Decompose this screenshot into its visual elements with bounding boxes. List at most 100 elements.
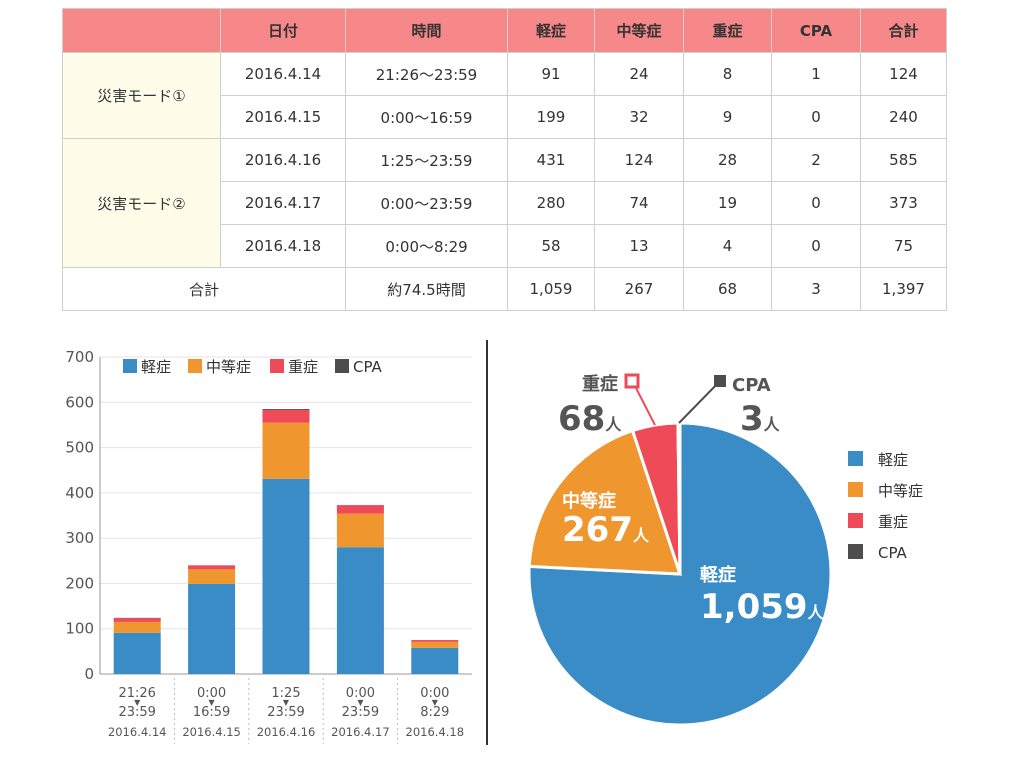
date-cell: 2016.4.18 [220, 224, 346, 268]
time-cell: 1:25〜23:59 [345, 138, 508, 182]
x-label-end: 16:59 [193, 705, 230, 720]
total-time-cell: 約74.5時間 [345, 267, 508, 311]
slice-value-label: 68人 [558, 399, 622, 439]
y-tick-label: 400 [65, 484, 94, 502]
arrow-down-icon: ▼ [283, 698, 290, 707]
mode-cell: 災害モード① [62, 52, 221, 139]
y-tick-label: 200 [65, 574, 94, 592]
date-cell: 2016.4.14 [220, 52, 346, 96]
x-label-date: 2016.4.14 [108, 725, 167, 739]
total-moderate-cell: 267 [594, 267, 684, 311]
mild-cell: 91 [507, 52, 595, 96]
x-label-date: 2016.4.18 [406, 725, 465, 739]
y-tick-label: 100 [65, 620, 94, 638]
bar-segment [411, 640, 459, 642]
moderate-cell: 13 [594, 224, 684, 268]
total-label-cell: 合計 [62, 267, 346, 311]
mild-cell: 431 [507, 138, 595, 182]
x-label-start: 0:00 [420, 686, 449, 701]
slice-value-label: 3人 [740, 399, 781, 439]
total-row: 合計 約74.5時間 1,059 267 68 3 1,397 [62, 267, 947, 311]
chart-divider [486, 340, 488, 745]
table-row: 災害モード② 2016.4.16 1:25〜23:59 431 124 28 2… [62, 138, 947, 268]
slice-name-label: 重症 [582, 373, 618, 395]
legend-swatch [188, 359, 202, 373]
time-cell: 21:26〜23:59 [345, 52, 508, 96]
legend-swatch [123, 359, 137, 373]
bar-segment [262, 478, 310, 674]
bar-segment [188, 583, 236, 674]
legend-label: 中等症 [878, 482, 923, 500]
table-header-row: 日付 時間 軽症 中等症 重症 CPA 合計 [62, 8, 947, 53]
mild-cell: 199 [507, 95, 595, 139]
bar-segment [336, 513, 384, 548]
mild-cell: 58 [507, 224, 595, 268]
moderate-cell: 24 [594, 52, 684, 96]
x-label-date: 2016.4.15 [182, 725, 241, 739]
cpa-cell: 0 [771, 224, 861, 268]
y-tick-label: 500 [65, 439, 94, 457]
mode-cell: 災害モード② [62, 138, 221, 268]
bar-segment [411, 641, 459, 648]
bar-segment [262, 422, 310, 479]
slice-name-label: 軽症 [700, 564, 736, 586]
slice-value-label: 1,059人 [700, 587, 825, 627]
x-label-start: 0:00 [197, 686, 226, 701]
stacked-bar-chart: 010020030040050060070021:26▼23:592016.4.… [65, 348, 472, 744]
cpa-cell: 1 [771, 52, 861, 96]
x-label-end: 8:29 [420, 705, 449, 720]
cpa-cell: 2 [771, 138, 861, 182]
y-tick-label: 0 [84, 665, 94, 683]
legend-label: 軽症 [878, 451, 908, 469]
total-cell: 585 [860, 138, 947, 182]
header-cpa: CPA [771, 8, 861, 53]
table-row: 2016.4.15 0:00〜16:59 199 32 9 0 240 [63, 95, 947, 139]
cpa-cell: 0 [771, 95, 861, 139]
severe-cell: 9 [683, 95, 772, 139]
legend-label: CPA [878, 544, 908, 562]
total-cell: 373 [860, 181, 947, 225]
legend-swatch [270, 359, 284, 373]
bar-segment [188, 569, 236, 584]
legend-swatch [848, 513, 863, 528]
severe-cell: 28 [683, 138, 772, 182]
slice-value-label: 267人 [562, 510, 650, 550]
severe-cell: 19 [683, 181, 772, 225]
header-total: 合計 [860, 8, 947, 53]
header-cell [62, 8, 221, 53]
legend-label: 中等症 [206, 358, 251, 376]
legend-label: 重症 [878, 513, 908, 531]
arrow-down-icon: ▼ [432, 698, 439, 707]
y-tick-label: 300 [65, 529, 94, 547]
legend-label: CPA [353, 358, 383, 376]
legend-label: 重症 [288, 358, 318, 376]
pie-slice [527, 428, 683, 576]
y-tick-label: 600 [65, 393, 94, 411]
table-row: 2016.4.17 0:00〜23:59 280 74 19 0 373 [63, 181, 947, 225]
total-cell: 124 [860, 52, 947, 96]
date-cell: 2016.4.15 [220, 95, 346, 139]
severe-cell: 8 [683, 52, 772, 96]
x-label-start: 21:26 [118, 686, 155, 701]
table-row: 2016.4.18 0:00〜8:29 58 13 4 0 75 [63, 224, 947, 268]
cpa-cell: 0 [771, 181, 861, 225]
bar-segment [188, 565, 236, 570]
legend-swatch [848, 482, 863, 497]
x-label-end: 23:59 [118, 705, 155, 720]
grand-total-cell: 1,397 [860, 267, 947, 311]
x-label-start: 1:25 [271, 686, 300, 701]
x-label-start: 0:00 [346, 686, 375, 701]
slice-name-label: 中等症 [562, 490, 616, 512]
bar-segment [113, 632, 161, 674]
pie-slice [676, 421, 682, 575]
header-moderate: 中等症 [594, 8, 684, 53]
arrow-down-icon: ▼ [209, 698, 216, 707]
arrow-down-icon: ▼ [134, 698, 141, 707]
arrow-down-icon: ▼ [357, 698, 364, 707]
mild-cell: 280 [507, 181, 595, 225]
total-severe-cell: 68 [683, 267, 772, 311]
moderate-cell: 74 [594, 181, 684, 225]
y-tick-label: 700 [65, 348, 94, 366]
time-cell: 0:00〜16:59 [345, 95, 508, 139]
